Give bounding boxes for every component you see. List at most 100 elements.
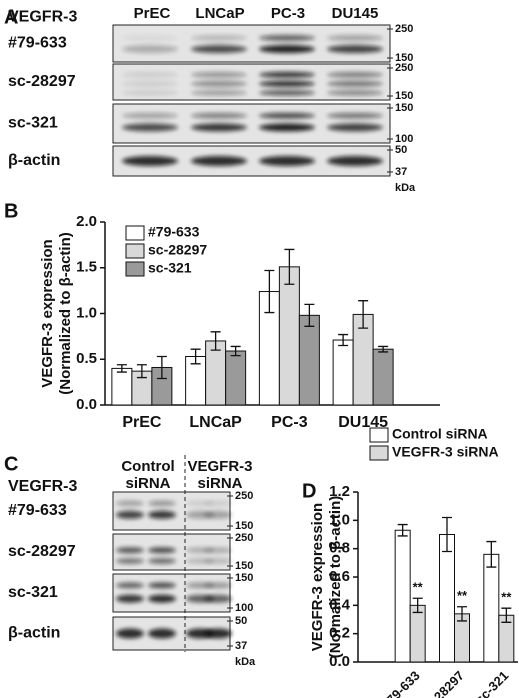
panel-letter: D: [302, 480, 316, 502]
bar: [225, 350, 247, 406]
blot-band: [259, 71, 315, 78]
x-tick-label: sc-321: [472, 668, 511, 698]
bar: [394, 529, 411, 663]
error-bar: [486, 540, 497, 568]
size-marker: 250: [395, 23, 413, 35]
size-marker: 250: [235, 532, 253, 544]
size-marker: 150: [395, 90, 413, 102]
blot-band: [148, 582, 176, 589]
bar: [298, 314, 320, 406]
blot-band: [204, 628, 232, 639]
bar: [483, 553, 500, 663]
error-bar: [338, 333, 349, 347]
blot-band: [204, 500, 232, 507]
unit-label: kDa: [235, 656, 256, 668]
error-bar: [358, 300, 369, 329]
row-label: #79-633: [8, 35, 67, 52]
legend-label: VEGFR-3 siRNA: [392, 444, 499, 460]
legend-swatch: [125, 261, 145, 277]
lane-label: siRNA: [125, 475, 170, 492]
y-tick-label: 0.8: [329, 540, 350, 557]
size-marker: 150: [235, 560, 253, 572]
x-tick-label: PC-3: [271, 414, 308, 431]
row-label: #79-633: [8, 502, 67, 519]
x-tick-label: #79-633: [378, 668, 422, 698]
x-tick-label: LNCaP: [189, 414, 242, 431]
error-bar: [442, 516, 452, 553]
blot-band: [327, 89, 383, 96]
bar: [439, 534, 455, 663]
row-label: VEGFR-3: [8, 9, 77, 26]
x-tick-label: PrEC: [122, 414, 162, 431]
blot-band: [116, 558, 144, 564]
blot-band: [327, 156, 383, 166]
blot-band: [148, 500, 176, 507]
blot-band: [148, 594, 176, 603]
size-marker: 150: [235, 520, 253, 532]
blot-strip: [112, 103, 391, 144]
lane-label: PC-3: [271, 5, 305, 22]
legend-swatch: [369, 427, 389, 443]
blot-band: [122, 80, 178, 87]
blot-band: [259, 123, 315, 132]
legend-label: sc-321: [148, 260, 192, 276]
error-bar: [304, 303, 315, 327]
legend-swatch: [125, 225, 145, 241]
blot-band: [191, 71, 247, 78]
blot-band: [191, 123, 247, 132]
size-marker: 100: [235, 602, 253, 614]
blot-band: [191, 34, 247, 41]
blot-band: [148, 547, 176, 554]
y-tick-label: 0.4: [329, 596, 351, 613]
size-marker: 150: [235, 572, 253, 584]
error-bar: [397, 523, 408, 537]
significance: **: [457, 588, 468, 603]
x-tick-label: DU145: [338, 414, 388, 431]
row-label: β-actin: [8, 625, 60, 642]
error-bar: [230, 345, 241, 357]
y-tick-label: 0.6: [329, 568, 350, 585]
blot-band: [116, 582, 144, 589]
blot-band: [204, 547, 232, 554]
row-label: sc-28297: [8, 543, 76, 560]
blot-band: [191, 89, 247, 96]
blot-band: [327, 45, 383, 54]
legend-swatch: [125, 243, 145, 259]
blot-band: [191, 156, 247, 166]
error-bar: [412, 597, 423, 614]
size-marker: 250: [235, 490, 253, 502]
blot-band: [116, 500, 144, 507]
significance: **: [501, 590, 512, 605]
blot-band: [116, 510, 144, 519]
blot-band: [204, 594, 232, 603]
blot-band: [204, 582, 232, 589]
error-bar: [116, 364, 127, 373]
blot-band: [204, 558, 232, 564]
blot-band: [327, 71, 383, 78]
legend-label: Control siRNA: [392, 426, 488, 442]
panel-letter: B: [4, 200, 18, 222]
blot-band: [259, 80, 315, 87]
size-marker: 37: [235, 640, 247, 652]
blot-band: [116, 547, 144, 554]
y-tick-label: 0.2: [329, 625, 350, 642]
legend-label: #79-633: [148, 224, 200, 240]
blot-band: [259, 89, 315, 96]
y-tick-label: 1.2: [329, 483, 350, 500]
row-label: VEGFR-3: [8, 478, 77, 495]
size-marker: 100: [395, 133, 413, 145]
blot-band: [259, 112, 315, 119]
blot-strip: [112, 573, 231, 613]
blot-band: [122, 123, 178, 132]
blot-band: [122, 156, 178, 166]
blot-band: [191, 45, 247, 54]
error-bar: [284, 248, 295, 285]
size-marker: 150: [395, 102, 413, 114]
y-tick-label: 1.5: [76, 259, 97, 276]
size-marker: 250: [395, 62, 413, 74]
blot-band: [116, 594, 144, 603]
blot-band: [259, 34, 315, 41]
lane-label: LNCaP: [195, 5, 244, 22]
bar: [111, 367, 133, 406]
bar: [278, 266, 300, 406]
